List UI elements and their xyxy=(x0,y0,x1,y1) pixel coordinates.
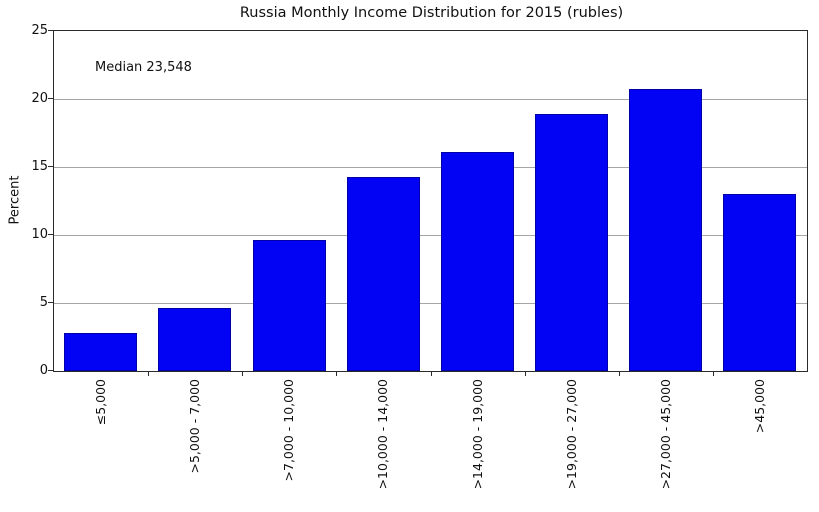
x-tick-label: >7,000 - 10,000 xyxy=(281,379,297,485)
x-tick xyxy=(713,372,714,376)
x-tick-label: >19,000 - 27,000 xyxy=(564,379,580,493)
y-tick xyxy=(48,30,53,31)
y-tick-label: 20 xyxy=(31,91,48,106)
y-tick xyxy=(48,234,53,235)
x-tick xyxy=(336,372,337,376)
chart-title: Russia Monthly Income Distribution for 2… xyxy=(239,5,624,21)
x-tick-label: >27,000 - 45,000 xyxy=(658,379,674,493)
x-tick-label: >10,000 - 14,000 xyxy=(375,379,391,493)
y-tick xyxy=(48,370,53,371)
bar xyxy=(441,152,514,371)
bar xyxy=(64,333,137,371)
y-tick xyxy=(48,166,53,167)
x-tick-label: >5,000 - 7,000 xyxy=(187,379,203,478)
plot-area xyxy=(53,30,808,372)
bar xyxy=(253,240,326,371)
y-tick-label: 0 xyxy=(39,363,48,378)
x-tick-label-text: >5,000 - 7,000 xyxy=(187,379,202,474)
bar xyxy=(347,177,420,371)
x-tick-label: ≤5,000 xyxy=(93,379,109,429)
x-tick-label-text: >10,000 - 14,000 xyxy=(375,379,390,490)
x-tick xyxy=(525,372,526,376)
gridline xyxy=(54,99,807,100)
y-tick-label: 10 xyxy=(31,227,48,242)
gridline xyxy=(54,167,807,168)
x-tick-label: >45,000 xyxy=(752,379,768,437)
y-tick-label: 25 xyxy=(31,23,48,38)
x-tick-label-text: ≤5,000 xyxy=(93,379,108,426)
x-tick xyxy=(431,372,432,376)
y-tick xyxy=(48,98,53,99)
bar xyxy=(158,308,231,371)
x-tick-label-text: >45,000 xyxy=(752,379,767,434)
gridline xyxy=(54,235,807,236)
x-tick-label-text: >7,000 - 10,000 xyxy=(281,379,296,482)
x-tick-label-text: >27,000 - 45,000 xyxy=(658,379,673,490)
bar xyxy=(723,194,796,371)
x-tick xyxy=(619,372,620,376)
x-tick xyxy=(242,372,243,376)
y-tick xyxy=(48,302,53,303)
x-tick-label-text: >14,000 - 19,000 xyxy=(470,379,485,490)
x-tick xyxy=(148,372,149,376)
y-axis-label: Percent xyxy=(7,175,23,225)
x-tick-label: >14,000 - 19,000 xyxy=(470,379,486,493)
y-tick-label: 15 xyxy=(31,159,48,174)
gridline xyxy=(54,303,807,304)
x-tick-label-text: >19,000 - 27,000 xyxy=(564,379,579,490)
bar xyxy=(535,114,608,371)
y-tick-label: 5 xyxy=(39,295,48,310)
bar xyxy=(629,89,702,371)
median-annotation: Median 23,548 xyxy=(95,60,192,75)
